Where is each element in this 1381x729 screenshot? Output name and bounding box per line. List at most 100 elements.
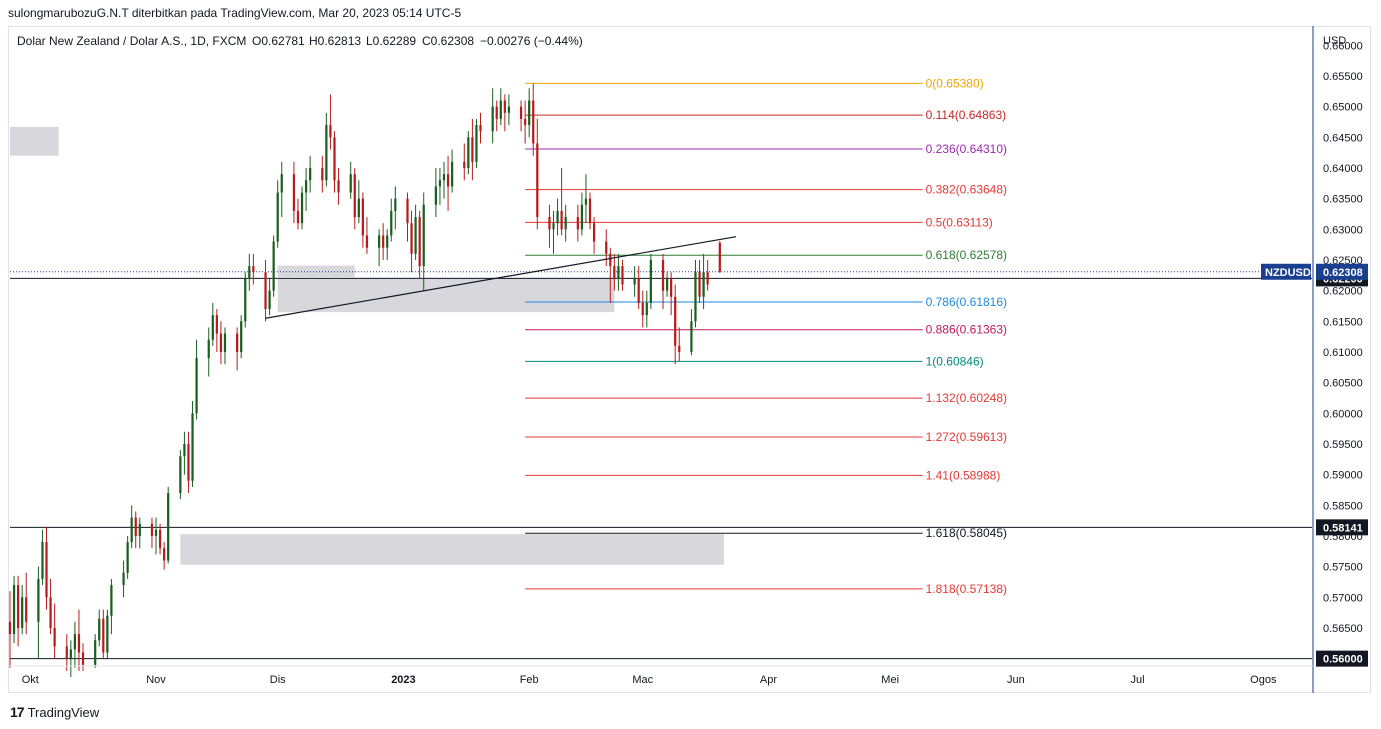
candle[interactable] [698,259,701,303]
candle[interactable] [503,94,506,132]
candle[interactable] [16,575,20,647]
candle[interactable] [637,266,640,310]
candle[interactable] [211,302,214,346]
candle[interactable] [106,609,109,659]
candle[interactable] [240,315,243,359]
candle[interactable] [102,609,105,659]
candle[interactable] [377,229,381,267]
candle[interactable] [641,290,644,328]
candle[interactable] [21,585,24,635]
candle[interactable] [252,253,255,285]
candle[interactable] [325,112,328,187]
candle[interactable] [236,327,239,371]
candle[interactable] [507,94,511,126]
candle[interactable] [361,192,364,248]
candle[interactable] [272,235,275,297]
candle[interactable] [580,192,584,236]
candle[interactable] [134,511,137,549]
candle[interactable] [499,88,502,126]
candle[interactable] [158,523,162,555]
candle[interactable] [382,223,385,260]
candle[interactable] [187,431,190,494]
candle[interactable] [495,100,498,132]
candle[interactable] [390,198,393,242]
candle[interactable] [163,542,166,570]
candle[interactable] [304,167,308,211]
candle[interactable] [167,486,170,564]
candle[interactable] [605,229,608,267]
candle[interactable] [219,321,223,365]
candle[interactable] [130,505,133,549]
candle[interactable] [532,83,535,156]
candle[interactable] [223,327,227,365]
candle[interactable] [528,88,531,138]
candle[interactable] [446,155,450,211]
candle[interactable] [191,401,194,487]
candle[interactable] [410,210,413,273]
candle[interactable] [49,578,52,635]
candle[interactable] [588,192,592,230]
candle[interactable] [475,118,478,168]
candle[interactable] [645,290,648,328]
candle[interactable] [694,259,697,328]
candle[interactable] [556,198,559,236]
candle[interactable] [37,566,40,659]
price-label-badge[interactable] [1316,650,1368,667]
candle[interactable] [110,578,113,635]
candle[interactable] [69,640,72,678]
candle[interactable] [422,192,425,291]
candle[interactable] [609,247,612,303]
candle[interactable] [300,186,304,230]
candle[interactable] [122,560,125,598]
candle[interactable] [53,603,56,659]
candle[interactable] [394,186,397,230]
candle[interactable] [309,155,312,193]
candle[interactable] [621,259,624,291]
candle[interactable] [98,609,101,647]
candle[interactable] [670,272,673,316]
candle[interactable] [479,112,482,144]
candle[interactable] [706,259,709,291]
candle[interactable] [576,204,579,242]
candle[interactable] [292,161,296,224]
candle[interactable] [81,643,85,671]
supply-demand-zone[interactable] [10,126,59,156]
candle[interactable] [94,634,97,668]
candle[interactable] [154,517,158,555]
tradingview-logo-icon[interactable]: 17 [10,704,25,720]
candle[interactable] [414,204,417,260]
candle[interactable] [661,253,665,310]
candle[interactable] [633,266,636,297]
candle[interactable] [45,526,48,610]
candle[interactable] [524,100,527,144]
trendline[interactable] [265,236,737,319]
candle[interactable] [195,339,198,420]
candle[interactable] [150,517,154,549]
candle[interactable] [613,253,616,291]
candle[interactable] [450,149,454,193]
candle[interactable] [467,131,470,175]
candle[interactable] [418,210,421,279]
candle[interactable] [386,229,389,260]
candle[interactable] [491,88,494,144]
candle[interactable] [357,180,360,224]
candle[interactable] [536,118,539,230]
candle[interactable] [264,259,267,322]
candle[interactable] [77,609,81,671]
candle[interactable] [244,272,247,328]
candle[interactable] [268,278,271,316]
candle[interactable] [471,118,474,181]
candle[interactable] [329,94,332,150]
candle[interactable] [73,621,77,668]
candle[interactable] [8,591,12,668]
candle[interactable] [280,161,283,218]
candle[interactable] [665,272,669,297]
candle[interactable] [434,167,438,218]
candle[interactable] [702,253,705,310]
candle[interactable] [584,174,588,224]
candle[interactable] [406,192,409,242]
supply-demand-zone[interactable] [180,534,724,565]
candle[interactable] [442,161,446,199]
candle[interactable] [519,100,523,132]
